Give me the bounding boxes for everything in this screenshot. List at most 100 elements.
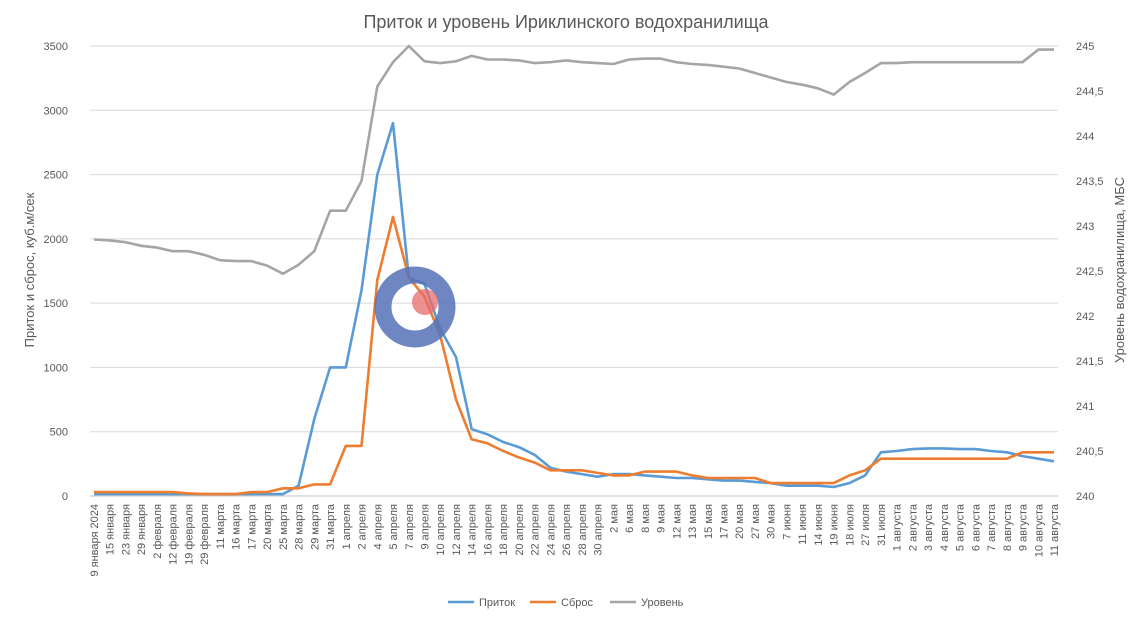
y2-tick-label: 240,5 xyxy=(1076,446,1104,458)
cursor-ring xyxy=(374,266,456,348)
x-tick-label: 28 марта xyxy=(294,503,306,550)
y2-tick-label: 241,5 xyxy=(1076,356,1104,368)
x-tick-label: 24 апреля xyxy=(545,504,557,556)
y2-tick-label: 242,5 xyxy=(1076,266,1104,278)
y-tick-label: 0 xyxy=(62,491,68,503)
legend-label: Приток xyxy=(479,597,515,609)
x-tick-label: 16 апреля xyxy=(482,504,494,556)
x-tick-label: 8 августа xyxy=(1002,503,1014,551)
x-tick-label: 12 мая xyxy=(671,504,683,539)
gridlines xyxy=(90,45,1058,497)
x-tick-label: 25 марта xyxy=(278,503,290,550)
x-tick-label: 29 января xyxy=(136,504,148,555)
x-tick-label: 27 июля xyxy=(860,504,872,546)
y-axis-left-label: Приток и сброс, куб.м/сек xyxy=(22,192,37,347)
legend: Приток Сброс Уровень xyxy=(448,597,684,609)
x-tick-label: 17 мая xyxy=(719,504,731,539)
y-tick-label: 2500 xyxy=(44,170,68,182)
y-axis-right-label: Уровень водохранилища, МБС xyxy=(1112,177,1127,363)
x-tick-label: 4 августа xyxy=(939,503,951,551)
x-tick-label: 20 мая xyxy=(734,504,746,539)
x-tick-label: 11 августа xyxy=(1049,503,1061,556)
x-tick-label: 12 февраля xyxy=(168,504,180,565)
x-tick-label: 17 марта xyxy=(246,503,258,550)
x-tick-label: 27 мая xyxy=(750,504,762,539)
x-tick-label: 26 апреля xyxy=(561,504,573,556)
x-tick-label: 1 апреля xyxy=(341,504,353,550)
x-tick-label: 15 января xyxy=(105,504,117,555)
x-tick-label: 31 марта xyxy=(325,503,337,550)
x-tick-label: 19 июня xyxy=(829,504,841,546)
series-lines xyxy=(93,44,1055,496)
x-tick-label: 5 августа xyxy=(955,503,967,551)
y-tick-label: 3500 xyxy=(44,41,68,53)
x-axis: 9 января 2024 15 января 23 января 29 января… xyxy=(89,503,1061,576)
x-tick-label: 30 мая xyxy=(766,504,778,539)
legend-item-inflow: Приток xyxy=(448,597,515,609)
x-tick-label: 1 августа xyxy=(892,503,904,551)
x-tick-label: 14 июня xyxy=(813,504,825,546)
cursor-indicator xyxy=(374,266,456,348)
x-tick-label: 18 июля xyxy=(844,504,856,546)
x-tick-label: 10 августа xyxy=(1033,503,1045,557)
y2-tick-label: 243 xyxy=(1076,221,1094,233)
x-tick-label: 18 апреля xyxy=(498,504,510,556)
x-tick-label: 14 апреля xyxy=(467,504,479,556)
y-tick-label: 500 xyxy=(50,427,68,439)
x-tick-label: 28 апреля xyxy=(577,504,589,556)
x-tick-label: 9 января 2024 xyxy=(89,504,101,577)
x-tick-label: 15 мая xyxy=(703,504,715,539)
x-tick-label: 2 апреля xyxy=(357,504,369,550)
series-line-inflow xyxy=(94,121,1055,496)
x-tick-label: 9 августа xyxy=(1018,503,1030,551)
x-tick-label: 13 мая xyxy=(687,504,699,539)
cursor-dot xyxy=(412,289,438,315)
series-line-discharge xyxy=(94,215,1054,496)
x-tick-label: 8 мая xyxy=(640,504,652,533)
x-tick-label: 19 февраля xyxy=(183,504,195,565)
y-tick-label: 1000 xyxy=(44,362,68,374)
x-tick-label: 6 мая xyxy=(624,504,636,533)
legend-label: Уровень xyxy=(641,597,684,609)
x-tick-label: 20 марта xyxy=(262,503,274,550)
x-tick-label: 29 февраля xyxy=(199,504,211,565)
x-tick-label: 2 мая xyxy=(608,504,620,533)
y2-tick-label: 240 xyxy=(1076,491,1094,503)
y2-tick-label: 244 xyxy=(1076,131,1094,143)
x-tick-label: 10 апреля xyxy=(435,504,447,556)
x-tick-label: 20 апреля xyxy=(514,504,526,556)
x-tick-label: 16 марта xyxy=(231,503,243,550)
y2-tick-label: 244,5 xyxy=(1076,86,1104,98)
x-tick-label: 11 марта xyxy=(215,503,227,549)
x-tick-label: 30 апреля xyxy=(593,504,605,556)
x-tick-label: 6 августа xyxy=(970,503,982,551)
x-tick-label: 4 апреля xyxy=(372,504,384,550)
legend-item-level: Уровень xyxy=(610,597,684,609)
y2-tick-label: 243,5 xyxy=(1076,176,1104,188)
chart-title: Приток и уровень Ириклинского водохранил… xyxy=(363,12,769,32)
x-tick-label: 11 июня xyxy=(797,504,809,545)
legend-item-discharge: Сброс xyxy=(530,597,593,609)
x-tick-label: 7 апреля xyxy=(404,504,416,550)
x-tick-label: 2 февраля xyxy=(152,504,164,559)
y-axis-left: 0 500 1000 1500 2000 2500 3000 3500 xyxy=(44,41,68,503)
x-tick-label: 7 июня xyxy=(781,504,793,540)
x-tick-label: 29 марта xyxy=(309,503,321,550)
y2-tick-label: 241 xyxy=(1076,401,1094,413)
x-tick-label: 31 июля xyxy=(876,504,888,546)
y-tick-label: 1500 xyxy=(44,298,68,310)
x-tick-label: 22 апреля xyxy=(530,504,542,556)
y-axis-right: 240 240,5 241 241,5 242 242,5 243 243,5 244 244,5… xyxy=(1076,41,1104,503)
x-tick-label: 2 августа xyxy=(907,503,919,551)
x-tick-label: 12 апреля xyxy=(451,504,463,556)
y-tick-label: 3000 xyxy=(44,105,68,117)
y2-tick-label: 245 xyxy=(1076,41,1094,53)
x-tick-label: 9 апреля xyxy=(419,504,431,550)
legend-label: Сброс xyxy=(561,597,593,609)
series-line-level xyxy=(93,44,1054,276)
y-tick-label: 2000 xyxy=(44,234,68,246)
x-tick-label: 3 августа xyxy=(923,503,935,551)
x-tick-label: 5 апреля xyxy=(388,504,400,550)
x-tick-label: 7 августа xyxy=(986,503,998,551)
